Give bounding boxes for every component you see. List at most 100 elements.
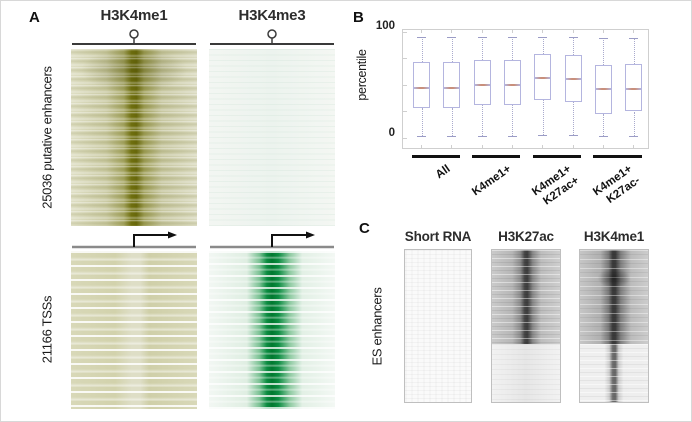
y-axis-tick-100: 100: [375, 20, 395, 32]
group-label-line: All: [433, 163, 453, 182]
boxplot-whisker-upper: [512, 37, 514, 60]
boxplot-median: [535, 76, 551, 79]
panel-a-label: A: [29, 9, 40, 26]
boxplot-whisker-cap-bottom: [568, 134, 578, 136]
x-gridmark-bottom: [421, 145, 422, 148]
boxplot-box: [443, 61, 461, 109]
boxplot-whisker-cap-top: [417, 37, 426, 39]
boxplot-whisker-upper: [573, 37, 574, 56]
boxplot-box: [625, 63, 643, 112]
boxplot-median: [626, 88, 642, 91]
boxplot-median: [595, 88, 611, 91]
boxplot-whisker-lower: [421, 108, 423, 136]
panel-c-col1-title: Short RNA: [404, 229, 472, 244]
group-label: K4me1+ K27ac+: [530, 163, 582, 211]
boxplot-box: [473, 59, 491, 106]
y-axis-title: percentile: [355, 49, 369, 101]
boxplot-whisker-upper: [603, 38, 605, 65]
boxplot-whisker-cap-bottom: [417, 135, 426, 137]
boxplot-whisker-lower: [482, 105, 484, 136]
boxplot-median: [474, 84, 490, 86]
boxplot-whisker-lower: [451, 108, 453, 136]
panel-a-col1-title: H3K4me1: [100, 7, 168, 24]
boxplot-whisker-upper: [451, 37, 453, 62]
boxplot-whisker-lower: [603, 113, 605, 136]
y-axis-tick-0: 0: [388, 127, 395, 139]
x-gridmark-top: [572, 30, 574, 33]
boxplot-whisker-cap-bottom: [507, 135, 517, 137]
panel-a-row2-label: 21166 TSSs: [39, 295, 55, 364]
x-gridmark-top: [633, 30, 635, 33]
boxplot-median: [414, 87, 429, 90]
boxplot-whisker-cap-bottom: [629, 135, 639, 137]
boxplot-whisker-lower: [542, 99, 544, 135]
y-axis-tickmark: [403, 58, 407, 59]
group-bar: [411, 155, 460, 158]
x-gridmark-bottom: [633, 145, 635, 148]
boxplot-box: [413, 61, 430, 109]
group-bar: [532, 155, 581, 158]
enhancer-lollipop-icon: [71, 27, 197, 52]
heatmap-h3k4me1-es: [579, 249, 649, 403]
x-gridmark-top: [511, 30, 513, 33]
boxplot-whisker-cap-top: [507, 37, 517, 39]
tss-arrow-icon: [209, 230, 335, 255]
boxplot-median: [565, 77, 581, 80]
boxplot-whisker-cap-bottom: [477, 135, 487, 137]
heatmap-shortrna: [404, 249, 472, 403]
boxplot-whisker-lower: [633, 111, 635, 136]
panel-c-col2-title: H3K27ac: [498, 229, 554, 244]
boxplot-whisker-cap-bottom: [538, 134, 548, 136]
boxplot-whisker-cap-top: [598, 38, 608, 40]
heatmap-enhancers-h3k4me3: [209, 49, 335, 226]
x-gridmark-top: [602, 30, 604, 33]
heatmap-tss-h3k4me3: [209, 251, 335, 409]
boxplot-whisker-lower: [512, 105, 514, 136]
x-gridmark-top: [542, 30, 544, 33]
boxplot-whisker-upper: [421, 37, 423, 62]
boxplot-whisker-cap-bottom: [447, 135, 457, 137]
x-gridmark-top: [451, 30, 453, 33]
group-label-line: K4me1+: [469, 163, 514, 199]
y-axis-tickmark: [403, 84, 407, 86]
panel-a-col2-title: H3K4me3: [238, 7, 306, 24]
x-gridmark-bottom: [602, 145, 604, 148]
enhancer-lollipop-icon: [209, 27, 335, 52]
boxplot-whisker-upper: [542, 37, 544, 55]
boxplot-whisker-cap-top: [477, 37, 487, 39]
x-gridmark-bottom: [542, 145, 544, 148]
tss-arrow-icon: [71, 230, 197, 255]
panel-c-row-label: ES enhancers: [369, 287, 385, 366]
x-gridmark-bottom: [511, 145, 513, 148]
heatmap-tss-h3k4me1: [71, 251, 197, 409]
boxplot-whisker-upper: [633, 38, 635, 64]
group-label: All: [434, 163, 454, 183]
panel-a-row1-label: 25036 putative enhancers: [39, 66, 55, 209]
boxplot-area: [402, 29, 649, 149]
panel-c-label: C: [359, 220, 370, 237]
group-bar: [593, 155, 642, 158]
x-gridmark-bottom: [451, 145, 453, 148]
group-label: K4me1+ K27ac-: [591, 163, 643, 211]
y-axis-tickmark: [403, 137, 407, 139]
boxplot-whisker-cap-top: [629, 38, 639, 40]
heatmap-h3k4me1-active-block: [580, 250, 648, 345]
x-gridmark-top: [421, 30, 422, 33]
heatmap-h3k27ac-active-block: [492, 250, 560, 345]
heatmap-h3k4me1-inactive-block: [580, 344, 648, 402]
boxplot-box: [503, 59, 521, 106]
heatmap-h3k27ac: [491, 249, 561, 403]
heatmap-h3k27ac-inactive-block: [492, 344, 560, 402]
boxplot-whisker-cap-bottom: [598, 135, 608, 137]
boxplot-whisker-cap-top: [538, 37, 548, 39]
heatmap-enhancers-h3k4me1: [71, 49, 197, 226]
boxplot-whisker-cap-top: [447, 37, 457, 39]
boxplot-median: [444, 87, 460, 90]
panel-b-label: B: [353, 9, 364, 26]
boxplot-median: [504, 84, 520, 86]
boxplot-whisker-cap-top: [568, 37, 578, 39]
x-gridmark-bottom: [481, 145, 483, 148]
group-bar: [472, 155, 521, 158]
y-axis-tickmark: [403, 31, 407, 33]
